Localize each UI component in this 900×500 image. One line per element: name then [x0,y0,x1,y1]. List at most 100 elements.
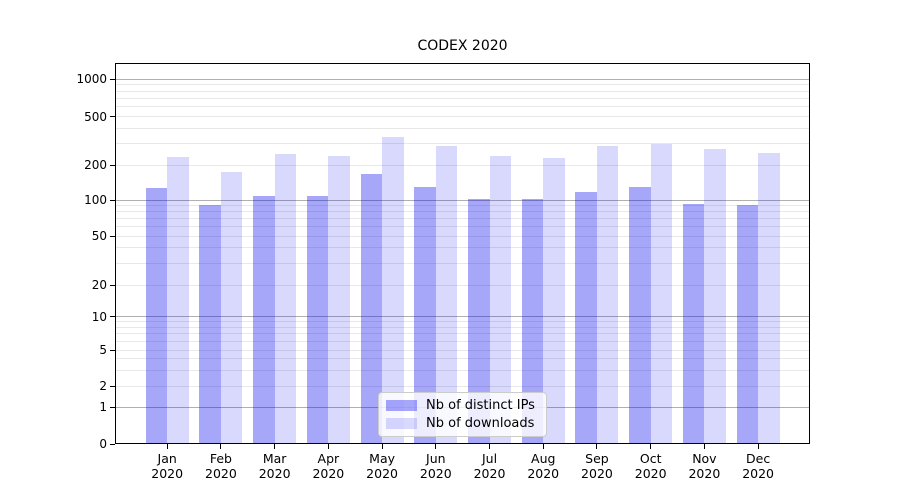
x-tick-label-line: 2020 [366,466,398,481]
y-tick-label-0: 0 [99,437,107,451]
y-tick-label-20: 20 [91,278,107,292]
x-tick-label-line: Sep [585,451,609,466]
y-tick-label-5: 5 [99,343,107,357]
x-tick-label-dec-2020: Dec 2020 [726,451,790,481]
x-tick-label-line: May [369,451,395,466]
x-tick-label-sep-2020: Sep 2020 [565,451,629,481]
legend-swatch-distinct-ips [386,400,417,411]
x-tick-label-line: 2020 [151,466,184,481]
gridline-minor-90 [116,204,809,206]
x-tick-label-line: 2020 [473,466,506,481]
bar-nb-of-downloads-jun-2020 [435,145,458,444]
gridline-minor-7 [116,333,809,335]
x-tick-label-jan-2020: Jan 2020 [135,451,199,481]
y-tick-label-50: 50 [91,229,107,243]
x-tick-aug-2020 [542,444,544,449]
x-tick-label-line: 2020 [634,466,667,481]
bar-nb-of-downloads-sep-2020 [596,145,619,444]
x-tick-sep-2020 [596,444,598,449]
x-tick-label-may-2020: May 2020 [350,451,414,481]
gridline-minor-200 [116,164,809,166]
x-tick-label-line: Nov [692,451,717,466]
gridline-major-10 [116,316,809,317]
x-tick-label-jul-2020: Jul 2020 [458,451,522,481]
gridline-minor-2 [116,385,809,387]
bar-nb-of-downloads-apr-2020 [328,156,350,444]
legend-label: Nb of distinct IPs [426,398,535,413]
y-tick-label-10: 10 [91,309,107,324]
gridline-minor-600 [116,106,809,108]
gridline-minor-700 [116,97,809,99]
gridline-major-100 [116,199,809,201]
y-tick-50 [110,235,115,237]
x-tick-label-line: 2020 [527,466,560,481]
y-tick-1000 [110,78,115,80]
bar-nb-of-downloads-feb-2020 [220,171,243,444]
y-tick-label-1000: 1000 [76,72,107,86]
x-tick-label-line: Dec [746,451,771,466]
x-tick-label-line: Jan [157,451,177,466]
y-tick-5 [110,349,115,351]
gridline-minor-400 [116,127,809,129]
bar-nb-of-distinct-ips-apr-2020 [306,195,329,444]
x-tick-label-apr-2020: Apr 2020 [296,451,360,481]
x-tick-apr-2020 [327,444,329,449]
y-tick-label-2: 2 [99,379,107,393]
x-tick-label-line: Apr [317,451,340,466]
x-tick-label-feb-2020: Feb 2020 [189,451,253,481]
bar-nb-of-distinct-ips-jan-2020 [145,187,168,444]
bar-nb-of-distinct-ips-oct-2020 [629,186,651,444]
bar-nb-of-distinct-ips-aug-2020 [521,198,544,444]
x-tick-label-line: 2020 [419,466,452,481]
x-tick-label-jun-2020: Jun 2020 [404,451,468,481]
axes-frame [115,63,810,444]
bar-nb-of-downloads-nov-2020 [704,149,726,444]
x-tick-dec-2020 [757,444,759,449]
gridline-minor-50 [116,235,809,237]
x-tick-label-line: Jun [426,451,446,466]
gridline-minor-4 [116,358,809,360]
bar-nb-of-downloads-mar-2020 [274,154,297,444]
gridline-minor-30 [116,262,809,264]
bar-nb-of-downloads-jan-2020 [167,156,189,444]
x-tick-label-mar-2020: Mar 2020 [243,451,307,481]
y-tick-200 [110,164,115,166]
gridline-minor-300 [116,143,809,145]
y-tick-10 [110,316,115,317]
x-tick-label-line: 2020 [688,466,721,481]
x-tick-label-line: Feb [209,451,232,466]
gridline-minor-800 [116,90,809,92]
gridline-minor-9 [116,321,809,323]
x-tick-label-line: 2020 [205,466,237,481]
x-tick-label-line: Mar [262,451,287,466]
chart-title: CODEX 2020 [417,38,508,54]
x-tick-label-oct-2020: Oct 2020 [619,451,683,481]
bar-nb-of-downloads-may-2020 [382,136,404,444]
x-tick-label-nov-2020: Nov 2020 [672,451,736,481]
bar-nb-of-distinct-ips-nov-2020 [682,204,705,444]
y-tick-20 [110,284,115,286]
bar-nb-of-distinct-ips-feb-2020 [199,204,221,444]
x-tick-jun-2020 [435,444,437,449]
bar-nb-of-downloads-oct-2020 [650,144,673,444]
x-tick-nov-2020 [703,444,705,449]
x-tick-feb-2020 [220,444,222,449]
bar-nb-of-downloads-aug-2020 [543,157,565,444]
x-tick-label-line: 2020 [258,466,291,481]
gridline-minor-60 [116,226,809,228]
x-tick-jul-2020 [489,444,491,449]
legend-item: Nb of distinct IPs [379,398,546,413]
y-tick-100 [110,199,115,201]
x-tick-label-aug-2020: Aug 2020 [511,451,575,481]
gridline-minor-6 [116,340,809,342]
y-tick-label-500: 500 [84,109,107,124]
x-tick-label-line: Oct [639,451,662,466]
y-tick-1 [110,406,115,408]
gridline-minor-20 [116,284,809,286]
y-tick-label-1: 1 [99,400,107,414]
legend-item: Nb of downloads [379,416,546,431]
gridline-minor-80 [116,211,809,213]
x-tick-jan-2020 [166,444,168,449]
y-tick-0 [110,443,115,445]
